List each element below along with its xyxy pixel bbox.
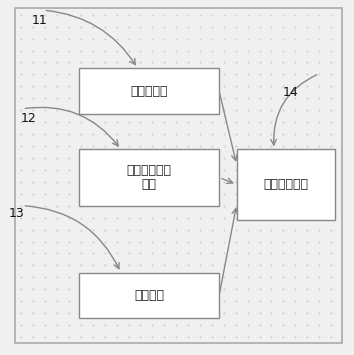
Text: 标签读取器: 标签读取器 <box>130 85 168 98</box>
Text: 13: 13 <box>8 207 24 220</box>
Text: 控制单元: 控制单元 <box>134 289 164 302</box>
Text: 用户身份识别
单元: 用户身份识别 单元 <box>126 164 171 191</box>
Text: 11: 11 <box>31 14 47 27</box>
Text: 信息传输单元: 信息传输单元 <box>263 178 308 191</box>
FancyBboxPatch shape <box>79 149 219 206</box>
Text: 12: 12 <box>21 112 36 125</box>
Text: 14: 14 <box>282 86 298 99</box>
FancyBboxPatch shape <box>79 273 219 318</box>
FancyBboxPatch shape <box>237 149 335 220</box>
FancyBboxPatch shape <box>79 68 219 114</box>
